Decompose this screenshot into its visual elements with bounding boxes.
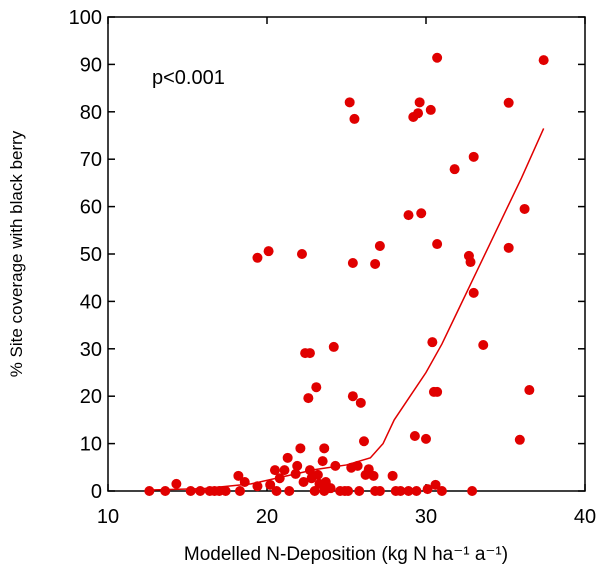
point	[425, 104, 436, 115]
point	[349, 113, 360, 124]
point	[160, 486, 171, 496]
point	[312, 469, 323, 480]
point	[519, 203, 530, 214]
point	[416, 208, 427, 219]
y-tick-label: 100	[69, 7, 102, 29]
point	[325, 483, 336, 494]
y-tick-label: 60	[80, 197, 102, 219]
x-tick-label: 30	[415, 506, 437, 528]
point	[465, 257, 476, 268]
y-axis-label: % Site coverage with black berry	[7, 130, 26, 377]
point	[355, 397, 366, 408]
point	[303, 393, 314, 404]
point	[449, 164, 460, 175]
point	[309, 486, 320, 496]
x-tick-label: 40	[574, 506, 596, 528]
point	[421, 433, 431, 444]
point	[185, 486, 196, 496]
point	[328, 341, 339, 352]
point	[538, 55, 549, 66]
point	[343, 486, 354, 496]
point	[352, 460, 363, 471]
y-tick-label: 80	[80, 102, 102, 124]
y-tick-label: 20	[80, 386, 102, 408]
point	[317, 456, 328, 467]
point	[503, 97, 514, 108]
point	[387, 470, 398, 481]
point	[514, 434, 525, 445]
point	[374, 486, 385, 496]
point	[311, 382, 322, 393]
point	[409, 431, 420, 442]
point	[478, 340, 489, 351]
point	[220, 486, 231, 496]
point	[252, 252, 263, 263]
point	[432, 239, 443, 250]
point	[374, 240, 385, 251]
y-tick-label: 40	[80, 291, 102, 313]
point	[271, 486, 282, 496]
point	[347, 258, 358, 269]
x-tick-label: 20	[256, 506, 278, 528]
point	[319, 443, 330, 454]
point	[468, 151, 479, 162]
point	[403, 486, 414, 496]
point	[414, 97, 425, 108]
point	[395, 486, 406, 496]
point	[263, 246, 274, 257]
point	[295, 443, 306, 454]
point	[233, 470, 244, 481]
point	[171, 478, 182, 489]
point	[292, 460, 303, 471]
point	[344, 97, 355, 108]
point	[403, 210, 414, 221]
point	[436, 486, 447, 496]
point	[265, 479, 276, 490]
point	[298, 476, 309, 487]
x-tick-label: 10	[97, 506, 119, 528]
point	[368, 470, 379, 481]
point	[422, 484, 433, 495]
annotation: p<0.001	[152, 67, 225, 89]
point	[524, 385, 535, 396]
point	[144, 486, 155, 496]
point	[503, 242, 514, 253]
y-tick-label: 90	[80, 54, 102, 76]
point	[467, 486, 478, 496]
x-axis-label: Modelled N-Deposition (kg N ha⁻¹ a⁻¹)	[184, 544, 508, 565]
point	[304, 348, 315, 359]
y-tick-label: 10	[80, 434, 102, 456]
point	[234, 486, 245, 496]
point	[427, 337, 438, 348]
point	[279, 465, 290, 476]
point	[468, 287, 479, 298]
point	[432, 52, 443, 63]
fit-line	[149, 128, 545, 491]
point	[284, 486, 295, 496]
y-tick-label: 50	[80, 244, 102, 266]
point	[358, 436, 369, 447]
point	[354, 486, 365, 496]
point	[432, 386, 443, 397]
y-tick-label: 30	[80, 339, 102, 361]
point	[269, 465, 280, 476]
y-tick-label: 0	[91, 481, 102, 503]
point	[411, 486, 422, 496]
y-tick-label: 70	[80, 149, 102, 171]
point	[370, 258, 381, 269]
point	[413, 108, 424, 119]
point	[347, 391, 358, 402]
point	[282, 452, 293, 463]
point	[296, 249, 307, 259]
point	[430, 479, 441, 490]
point	[195, 486, 206, 496]
